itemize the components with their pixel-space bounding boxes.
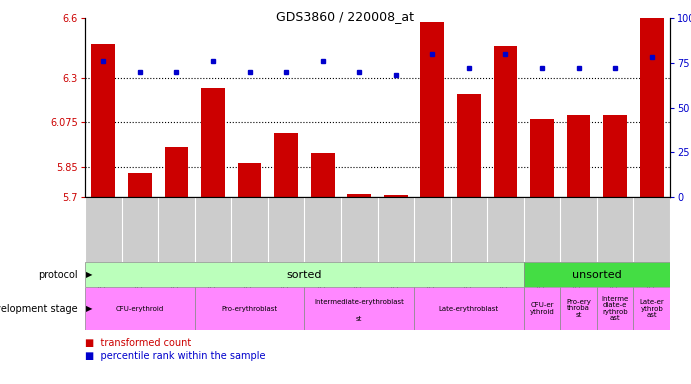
- Text: sorted: sorted: [287, 270, 322, 280]
- Text: Late-erythroblast: Late-erythroblast: [439, 306, 499, 311]
- Bar: [634, 287, 670, 330]
- Bar: [603, 116, 627, 197]
- Bar: [201, 88, 225, 197]
- Bar: [274, 133, 298, 197]
- Text: unsorted: unsorted: [572, 270, 622, 280]
- Text: ▶: ▶: [86, 270, 93, 279]
- Bar: [348, 194, 371, 197]
- Text: CFU-er
ythroid: CFU-er ythroid: [530, 302, 554, 315]
- Text: st: st: [356, 316, 362, 322]
- Bar: [195, 287, 304, 330]
- Text: Interme
diate-e
rythrob
ast: Interme diate-e rythrob ast: [602, 296, 629, 321]
- Bar: [414, 287, 524, 330]
- Bar: [420, 22, 444, 197]
- Text: Late-er
ythrob
ast: Late-er ythrob ast: [639, 299, 664, 318]
- Bar: [164, 147, 188, 197]
- Text: Intermediate-erythroblast: Intermediate-erythroblast: [314, 299, 404, 305]
- Bar: [524, 262, 670, 287]
- Bar: [85, 262, 524, 287]
- Bar: [304, 287, 414, 330]
- Bar: [128, 173, 152, 197]
- Bar: [530, 119, 554, 197]
- Text: Pro-erythroblast: Pro-erythroblast: [222, 306, 278, 311]
- Bar: [457, 94, 481, 197]
- Text: development stage: development stage: [0, 303, 78, 313]
- Text: ■  percentile rank within the sample: ■ percentile rank within the sample: [85, 351, 265, 361]
- Text: ■  transformed count: ■ transformed count: [85, 338, 191, 348]
- Bar: [640, 18, 663, 197]
- Bar: [311, 153, 334, 197]
- Bar: [524, 287, 560, 330]
- Text: protocol: protocol: [39, 270, 78, 280]
- Bar: [493, 46, 518, 197]
- Bar: [384, 195, 408, 197]
- Text: CFU-erythroid: CFU-erythroid: [115, 306, 164, 311]
- Text: ▶: ▶: [86, 304, 93, 313]
- Bar: [85, 287, 195, 330]
- Text: GDS3860 / 220008_at: GDS3860 / 220008_at: [276, 10, 415, 23]
- Bar: [91, 44, 115, 197]
- Bar: [597, 287, 634, 330]
- Bar: [560, 287, 597, 330]
- Bar: [567, 116, 591, 197]
- Text: Pro-ery
throba
st: Pro-ery throba st: [566, 299, 591, 318]
- Bar: [238, 163, 261, 197]
